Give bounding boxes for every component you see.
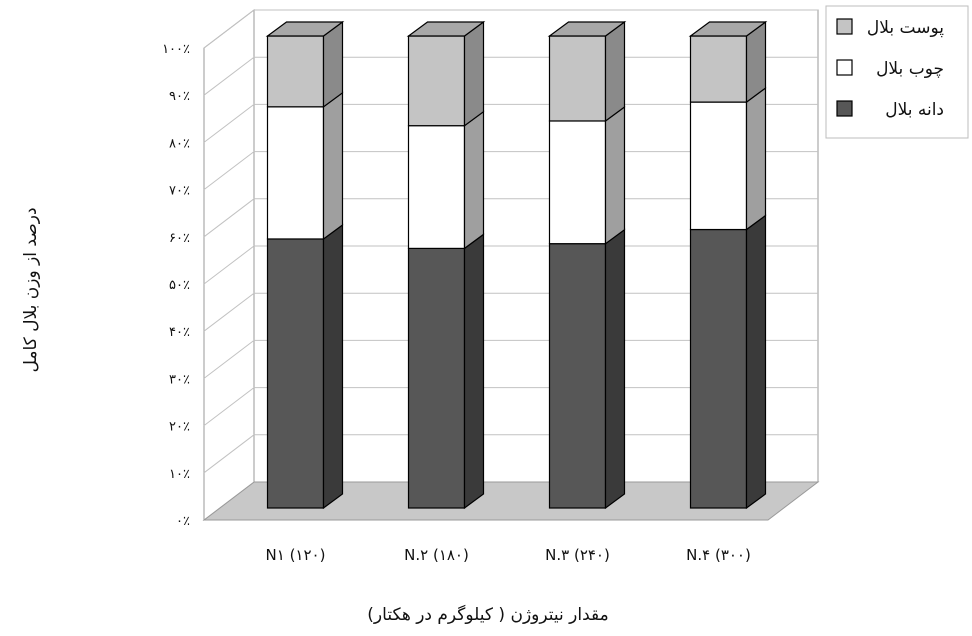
y-tick-label: ۵۰٪ xyxy=(169,278,190,293)
bar-top xyxy=(547,21,627,37)
bar-segment xyxy=(406,20,486,127)
x-tick-label: N.۳ (۲۴۰) xyxy=(545,546,610,564)
gridline xyxy=(203,198,818,238)
y-tick-label: ۱۰۰٪ xyxy=(162,42,190,57)
legend-label: پوست بلال xyxy=(867,18,944,38)
bar-segment xyxy=(266,223,344,510)
x-axis-ticks: N۱ (۱۲۰) N.۲ (۱۸۰) N.۳ (۲۴۰) N.۴ (۳۰۰) xyxy=(266,546,751,564)
bar-segment-front xyxy=(548,35,607,122)
bar-segment-side xyxy=(322,20,344,108)
y-tick-label: ۶۰٪ xyxy=(169,231,190,246)
bar-segment xyxy=(688,20,768,104)
bar-segment-front xyxy=(407,125,466,250)
bar-segment-front xyxy=(689,35,748,103)
x-tick-label: N.۴ (۳۰۰) xyxy=(686,546,751,564)
x-tick-label: N۱ (۱۲۰) xyxy=(266,546,326,564)
y-axis-title: درصد از وزن بلال کامل xyxy=(21,207,41,372)
legend-item: دانه بلال xyxy=(836,100,944,120)
bar-segment xyxy=(548,228,626,510)
y-tick-label: ۰٪ xyxy=(176,514,190,529)
y-tick-label: ۳۰٪ xyxy=(169,372,190,387)
bar-segment-side xyxy=(463,110,485,250)
y-tick-label: ۱۰٪ xyxy=(169,467,190,482)
gridlines xyxy=(203,9,818,474)
bar-segment xyxy=(689,86,767,231)
bar-segment xyxy=(407,110,485,250)
bar-segment-side xyxy=(463,233,485,510)
bar-top xyxy=(265,21,345,37)
legend-label: دانه بلال xyxy=(885,100,944,120)
gridline xyxy=(203,151,818,190)
legend-swatch xyxy=(836,59,853,76)
legend-swatch xyxy=(836,18,853,35)
gridline xyxy=(203,9,818,49)
bar-segment-side xyxy=(322,91,344,241)
y-tick-label: ۲۰٪ xyxy=(169,420,190,435)
bar-segment-side xyxy=(745,86,767,231)
y-tick-label: ۹۰٪ xyxy=(169,89,190,104)
y-axis-ticks: ۰٪ ۱۰٪ ۲۰٪ ۳۰٪ ۴۰٪ ۵۰٪ ۶۰٪ ۷۰٪ ۸۰٪ ۹۰٪ ۱۰۰٪ xyxy=(162,42,190,529)
gridline xyxy=(203,292,818,332)
bar-segment-front xyxy=(407,247,466,509)
legend-label: چوب بلال xyxy=(876,59,944,79)
bar-segment xyxy=(265,20,345,108)
y-tick-label: ۴۰٪ xyxy=(169,325,190,340)
bar-segment-side xyxy=(745,214,767,510)
y-tick-label: ۸۰٪ xyxy=(169,136,190,151)
bar-segment-front xyxy=(548,243,607,509)
bar-segment xyxy=(689,214,767,510)
bar-segment-front xyxy=(266,106,325,240)
gridline xyxy=(203,56,818,96)
x-tick-label: N.۲ (۱۸۰) xyxy=(404,546,469,564)
bar-segment-front xyxy=(689,228,748,509)
bar-segment-side xyxy=(322,223,344,510)
bar-segment-front xyxy=(266,35,325,108)
bar-segment-front xyxy=(266,238,325,509)
y-tick-label: ۷۰٪ xyxy=(169,184,190,199)
bar-segment-side xyxy=(463,20,485,127)
gridline xyxy=(203,103,818,143)
bar-segment-side xyxy=(604,20,626,123)
bars xyxy=(265,20,768,510)
bar-segment xyxy=(547,20,627,123)
bar-segment-front xyxy=(548,120,607,245)
legend-swatch xyxy=(836,100,853,117)
legend-item: پوست بلال xyxy=(836,18,944,38)
gridline xyxy=(203,339,818,379)
bar-top xyxy=(406,21,486,37)
x-axis-title: مقدار نیتروژن ( کیلوگرم در هکتار) xyxy=(367,604,608,625)
bar-segment-side xyxy=(604,228,626,510)
legend-item: چوب بلال xyxy=(836,59,944,79)
bar-segment-front xyxy=(407,35,466,127)
bar-segment xyxy=(407,233,485,510)
bar-segment xyxy=(266,91,344,241)
bar-top xyxy=(688,21,768,37)
gridline xyxy=(203,434,818,474)
gridline xyxy=(203,387,818,426)
bar-segment-front xyxy=(689,101,748,231)
bar-segment xyxy=(548,105,626,245)
gridline xyxy=(203,245,818,285)
bar-segment-side xyxy=(604,105,626,245)
legend: پوست بلال چوب بلال دانه بلال xyxy=(825,5,969,139)
